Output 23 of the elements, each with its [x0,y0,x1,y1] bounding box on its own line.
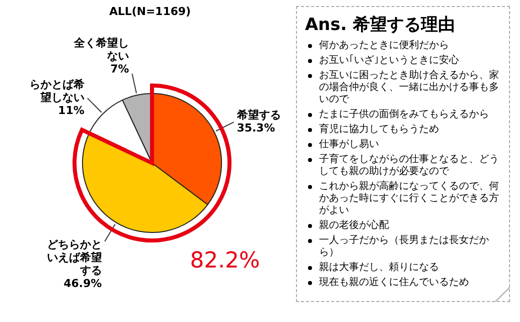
text: 親は大事だし、頼りになる [318,262,440,274]
data-label: 46.9% [64,277,102,290]
text: 親の老後が心配 [318,220,390,232]
text: 子育てをしながらの仕事となると、どうしても親の助けが必要なので [318,154,500,178]
text: 一人っ子だから（長男または長女だから） [318,235,490,259]
text: 仕事がし易い [318,139,380,151]
text: お互い｢いざ｣というときに安心 [318,55,460,67]
slice-label: 全く希望しない [73,36,130,63]
slice-label: どちらかといえば希望する [46,238,102,278]
text: 育児に協力してもらうため [318,124,440,136]
text: これから親が高齢になってくるので、何かあった時にすぐに行くことができる方がよい [318,181,500,217]
text: たまに子供の面倒をみてもらえるから [318,109,490,121]
text: 現在も親の近くに住んでいるため [318,277,470,289]
text: Ans. 希望する理由 [305,14,456,36]
text: 何かあったときに便利だから [318,40,450,52]
text: 82.2% [190,248,260,274]
slice-label: らかとば希望しない [29,78,84,104]
slice-label: 希望する [236,108,281,122]
chart-title: ALL(N=1169) [109,4,191,18]
data-label: 35.3% [236,121,275,134]
text: お互いに困ったとき助け合えるから、家の場合仲が良く、一緒に出かける事も多いので [318,70,500,106]
data-label: 7% [110,62,130,76]
data-label: 11% [58,104,84,118]
